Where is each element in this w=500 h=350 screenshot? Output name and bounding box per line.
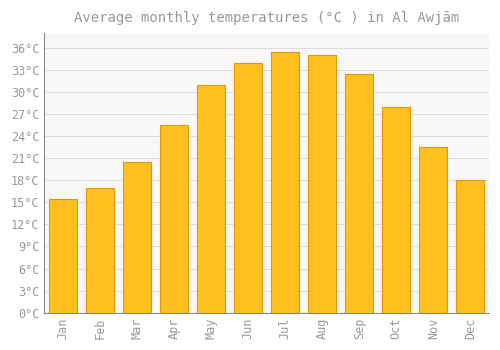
Bar	[346, 74, 373, 313]
Bar	[160, 125, 188, 313]
Bar	[86, 188, 114, 313]
Bar	[420, 147, 447, 313]
Bar	[272, 51, 299, 313]
Bar	[197, 85, 225, 313]
Bar	[49, 199, 77, 313]
Bar	[234, 63, 262, 313]
Bar	[123, 162, 151, 313]
Bar	[308, 55, 336, 313]
Title: Average monthly temperatures (°C ) in Al Awjām: Average monthly temperatures (°C ) in Al…	[74, 11, 460, 25]
Bar	[382, 107, 410, 313]
Bar	[456, 180, 484, 313]
